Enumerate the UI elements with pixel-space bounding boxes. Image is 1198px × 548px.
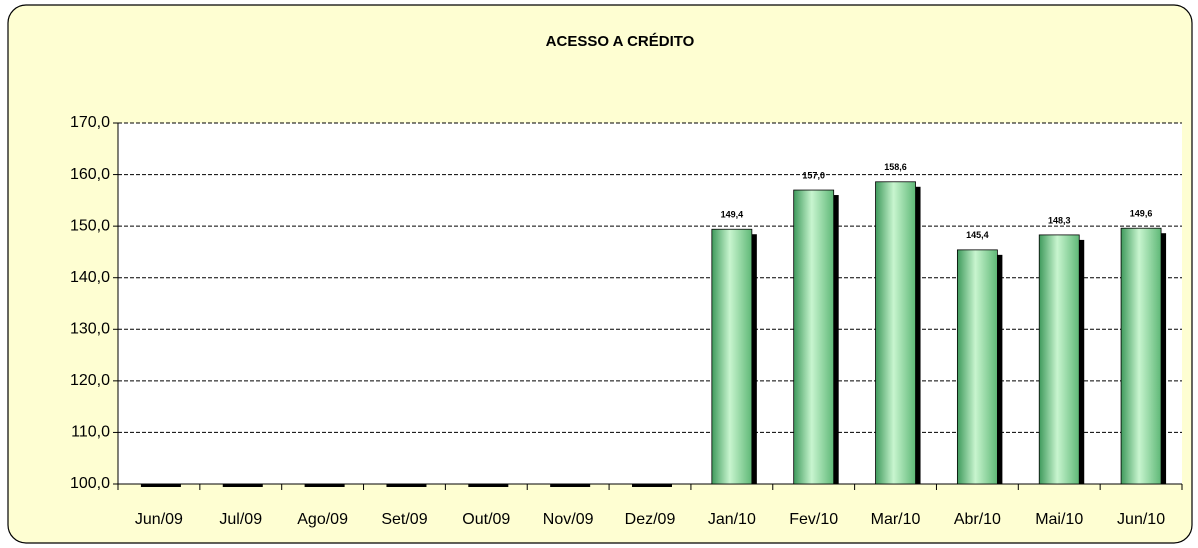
- x-tick-label: Ago/09: [297, 511, 348, 528]
- empty-stub: [386, 484, 427, 487]
- y-tick-label: 160,0: [70, 166, 110, 183]
- value-label: 149,6: [1130, 209, 1153, 219]
- value-label: 158,6: [884, 162, 907, 172]
- empty-stub: [222, 484, 263, 487]
- x-tick-label: Jan/10: [708, 511, 756, 528]
- value-label: 145,4: [966, 230, 989, 240]
- x-tick-label: Fev/10: [789, 511, 838, 528]
- y-tick-label: 110,0: [71, 424, 110, 441]
- bar: [875, 181, 916, 485]
- value-label: 149,4: [721, 210, 744, 220]
- x-tick-label: Mar/10: [871, 511, 921, 528]
- y-tick-label: 170,0: [70, 114, 110, 131]
- x-tick-label: Nov/09: [543, 511, 594, 528]
- bar: [1038, 234, 1080, 485]
- x-tick-label: Jun/10: [1117, 511, 1165, 528]
- value-label: 157,0: [802, 170, 825, 180]
- bar: [956, 249, 998, 485]
- x-tick-label: Jul/09: [219, 511, 262, 528]
- empty-stub: [550, 484, 591, 487]
- y-tick-label: 120,0: [70, 372, 110, 389]
- empty-stub: [304, 484, 345, 487]
- bar: [793, 189, 835, 485]
- empty-stub: [632, 484, 672, 487]
- empty-stub: [468, 484, 509, 487]
- value-label: 148,3: [1048, 215, 1071, 225]
- x-tick-label: Out/09: [462, 511, 510, 528]
- y-tick-label: 140,0: [70, 269, 110, 286]
- x-tick-label: Dez/09: [625, 511, 676, 528]
- y-tick-label: 100,0: [70, 475, 110, 492]
- chart-title: ACESSO A CRÉDITO: [546, 33, 695, 50]
- bar: [1120, 227, 1162, 485]
- y-tick-label: 150,0: [70, 217, 110, 234]
- x-tick-label: Set/09: [381, 511, 427, 528]
- plot-area: [118, 123, 1182, 484]
- x-tick-label: Jun/09: [135, 511, 183, 528]
- empty-stub: [140, 484, 181, 487]
- y-tick-label: 130,0: [70, 321, 110, 338]
- x-tick-label: Abr/10: [954, 511, 1001, 528]
- bar: [711, 228, 753, 485]
- x-tick-label: Mai/10: [1035, 511, 1083, 528]
